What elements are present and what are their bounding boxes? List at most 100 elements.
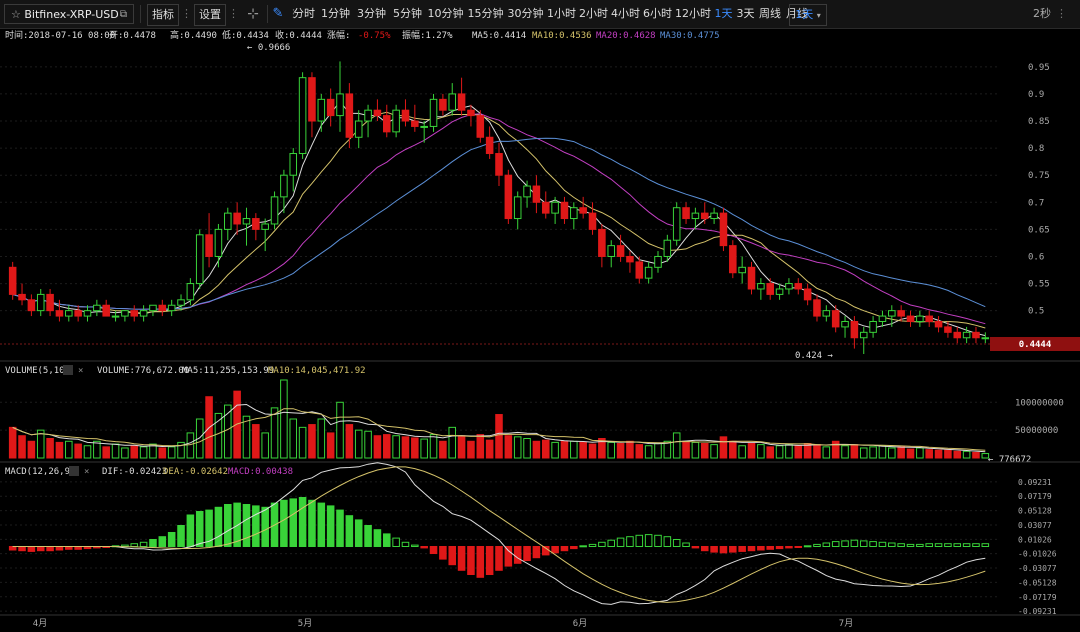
macd-bar [972, 543, 980, 548]
interval-4[interactable]: 10分钟 [427, 7, 464, 20]
low-mark-label: 0.424 → [795, 351, 834, 361]
interval-dropdown[interactable]: 1天 ▾ [789, 4, 827, 26]
divider [140, 5, 141, 23]
ma5-line [12, 100, 986, 337]
price-tick: 0.95 [1028, 63, 1050, 73]
candle-body [261, 223, 269, 230]
volume-info-bar: VOLUME(5,10) × VOLUME:776,672.00 MA5:11,… [5, 365, 366, 376]
star-icon[interactable]: ☆ [11, 8, 21, 21]
volume-bar [831, 440, 840, 459]
close-icon[interactable]: × [78, 366, 83, 376]
interval-8[interactable]: 2小时 [579, 7, 608, 20]
macd-bar [167, 532, 176, 547]
settings-button[interactable]: 设置 [194, 4, 226, 26]
macd-bar [747, 546, 756, 552]
macd-bar [373, 529, 382, 548]
time-tick: 7月 [839, 618, 853, 629]
interval-5[interactable]: 15分钟 [467, 7, 504, 20]
volume-bar [439, 440, 447, 459]
macd-bar [682, 542, 690, 547]
volume-bar [354, 429, 363, 459]
interval-0[interactable]: 分时 [293, 7, 315, 20]
candle-body [392, 109, 400, 133]
volume-bar [813, 444, 821, 459]
refresh-interval[interactable]: 2秒 [1033, 7, 1051, 20]
more-icon[interactable]: ⋮ [181, 7, 192, 20]
interval-14[interactable]: 周线 [759, 7, 781, 20]
more-icon[interactable]: ⋮ [228, 7, 239, 20]
macd-tick: 0.07179 [1018, 492, 1052, 501]
info-ma30: MA30:0.4775 [660, 31, 720, 41]
candle-body [682, 207, 690, 220]
volume-bar [289, 418, 298, 459]
interval-6[interactable]: 30分钟 [507, 7, 544, 20]
vol-title: VOLUME(5,10) [5, 366, 70, 376]
macd-bar [485, 546, 494, 575]
volume-bar [925, 449, 933, 459]
candle-body [280, 174, 288, 198]
macd-bar [298, 497, 307, 547]
volume-bar [392, 435, 400, 459]
expand-icon[interactable]: ⧉ [119, 9, 127, 20]
macd-bar [289, 498, 298, 547]
volume-bar [46, 438, 54, 459]
settings-small-icon[interactable] [69, 466, 79, 476]
volume-bar [729, 440, 737, 459]
interval-12[interactable]: 1天 [714, 7, 733, 20]
interval-11[interactable]: 12小时 [675, 7, 711, 20]
volume-bar [83, 445, 92, 459]
volume-bar [36, 429, 45, 459]
info-close: 收:0.4444 [275, 29, 322, 41]
candle-body [672, 207, 681, 241]
candle-body [485, 136, 494, 155]
more-icon[interactable]: ⋮ [288, 7, 299, 20]
symbol-selector[interactable]: ☆ Bitfinex-XRP-USD ⧉ [4, 4, 134, 24]
macd-bar [308, 499, 316, 547]
interval-3[interactable]: 5分钟 [393, 7, 422, 20]
candle-body [504, 174, 513, 220]
candle-body [944, 326, 952, 333]
close-icon[interactable]: × [84, 467, 89, 477]
candle-body [953, 331, 962, 339]
settings-small-icon[interactable] [63, 365, 73, 375]
candle-body [233, 212, 241, 225]
interval-10[interactable]: 6小时 [643, 7, 672, 20]
macd-bar [130, 543, 139, 548]
interval-1[interactable]: 1分钟 [321, 7, 350, 20]
macd-tick: -0.03077 [1018, 564, 1057, 573]
interval-9[interactable]: 4小时 [611, 7, 640, 20]
info-time: 时间:2018-07-16 08:00 [5, 29, 115, 41]
macd-axis: 0.09231 0.07179 0.05128 0.03077 0.01026 -0.01… [0, 478, 1057, 616]
volume-bar [672, 432, 681, 459]
crosshair-icon[interactable]: ⊹ [247, 6, 259, 22]
volume-bar [149, 443, 157, 459]
volume-bar [8, 426, 17, 459]
dif-line [12, 462, 986, 605]
volume-bar [504, 435, 513, 459]
candle-body [317, 98, 326, 122]
interval-2[interactable]: 3分钟 [357, 7, 386, 20]
volume-axis: 100000000 50000000 [0, 398, 1064, 436]
macd-bar [962, 543, 971, 548]
volume-bars [8, 379, 990, 459]
volume-bar [766, 446, 774, 459]
info-high: 高:0.4490 [170, 29, 217, 41]
interval-13[interactable]: 3天 [736, 7, 755, 20]
draw-pen-icon[interactable]: ✎ [272, 6, 284, 21]
kline-chart[interactable]: 时间:2018-07-16 08:00 开:0.4478 高:0.4490 低:… [0, 28, 1080, 632]
macd-bar [8, 546, 17, 551]
interval-15[interactable]: 月线 [786, 7, 808, 20]
volume-bar [485, 439, 494, 459]
candle-body [401, 109, 410, 122]
indicator-button[interactable]: 指标 [147, 4, 179, 26]
volume-bar [916, 447, 924, 459]
divider [267, 5, 268, 23]
interval-7[interactable]: 1小时 [547, 7, 576, 20]
candle-body [149, 304, 157, 312]
candle-body [934, 320, 943, 328]
volume-bar [523, 438, 531, 459]
more-icon[interactable]: ⋮ [1056, 7, 1067, 20]
volume-bar [467, 440, 475, 459]
volume-bar [513, 436, 522, 459]
macd-bar [354, 519, 363, 547]
